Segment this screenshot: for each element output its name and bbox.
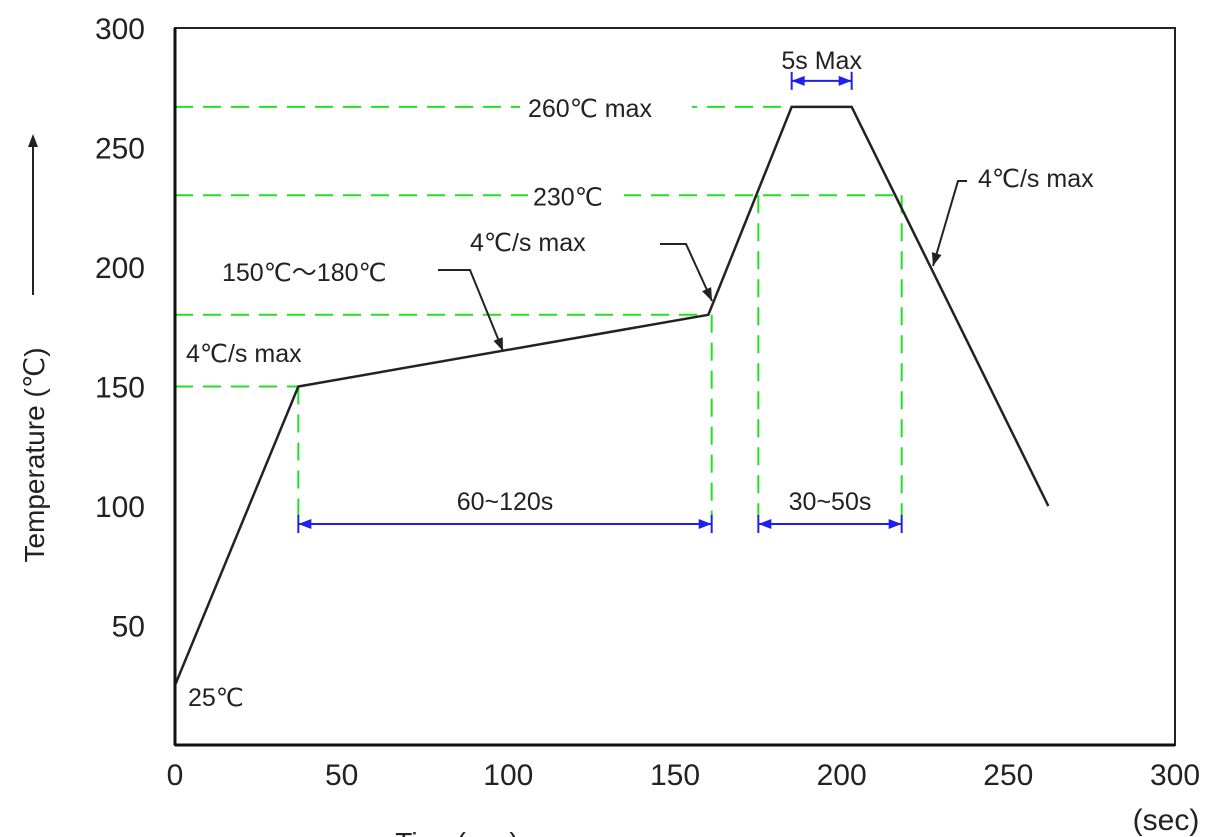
interval-5s-max-arrow-left: [791, 75, 805, 86]
x-tick-label-250: 250: [983, 759, 1033, 792]
leader-ramp-up-2-line: [660, 243, 713, 302]
y-tick-label-200: 200: [95, 252, 145, 285]
x-tick-label-300: 300: [1150, 759, 1200, 792]
interval-30-50s-arrow-left: [758, 519, 772, 529]
plot-border: [174, 27, 1176, 746]
label-soak-range: 150℃～180℃: [222, 259, 387, 287]
tick-labels: 0 50 100 150 200 250 300 50 100 150 200 250 300: [95, 13, 1200, 792]
y-tick-label-300: 300: [95, 13, 145, 46]
label-230c: 230℃: [533, 183, 603, 211]
interval-5s-max-arrow-right: [838, 75, 852, 86]
interval-60-120s-arrow-right: [698, 519, 712, 529]
label-ramp-up-1: 4℃/s max: [186, 340, 302, 368]
guide-label-bg-230: [528, 177, 624, 212]
leader-cool-down-line: [932, 180, 967, 267]
label-cool-down: 4℃/s max: [978, 165, 1094, 193]
y-tick-label-150: 150: [95, 372, 145, 405]
label-ramp-up-2: 4℃/s max: [470, 229, 586, 257]
guide-label-bg-260: [520, 88, 692, 123]
interval-5s-max-label: 5s Max: [781, 47, 862, 75]
guide-lines: [175, 88, 903, 516]
annotation-labels: 260℃ max 230℃ 60~120s 30~50s 5s Max (sec) Time…: [19, 47, 1199, 837]
y-axis-label: Temperature (℃): [19, 347, 50, 562]
plot-frame: [28, 27, 1176, 747]
x-tick-label-150: 150: [650, 759, 700, 792]
series-line: [173, 105, 1050, 686]
y-tick-label-250: 250: [95, 133, 145, 166]
interval-30-50s-label: 30~50s: [789, 488, 872, 516]
label-260c-max: 260℃ max: [528, 95, 652, 123]
leader-soak-arrow: [493, 337, 503, 351]
y-axis-arrow-head: [28, 134, 38, 147]
leader-cool-down-arrow: [931, 252, 942, 266]
y-tick-label-50: 50: [112, 611, 145, 644]
leader-soak-line: [438, 269, 504, 352]
leader-ramp-up-2-arrow: [702, 287, 712, 301]
x-tick-label-200: 200: [817, 759, 867, 792]
interval-30-50s-arrow-right: [888, 519, 902, 529]
x-unit-label: (sec): [1133, 804, 1200, 837]
interval-60-120s-arrow-left: [298, 519, 312, 529]
y-tick-label-100: 100: [95, 491, 145, 524]
interval-markers: [297, 71, 903, 533]
x-tick-label-50: 50: [325, 759, 358, 792]
x-axis-label: Time(sec): [395, 827, 518, 837]
x-tick-label-100: 100: [483, 759, 533, 792]
x-tick-label-0: 0: [167, 759, 184, 792]
profile-curve: [173, 105, 1050, 686]
interval-60-120s-label: 60~120s: [457, 488, 554, 516]
label-25c: 25℃: [188, 684, 244, 712]
